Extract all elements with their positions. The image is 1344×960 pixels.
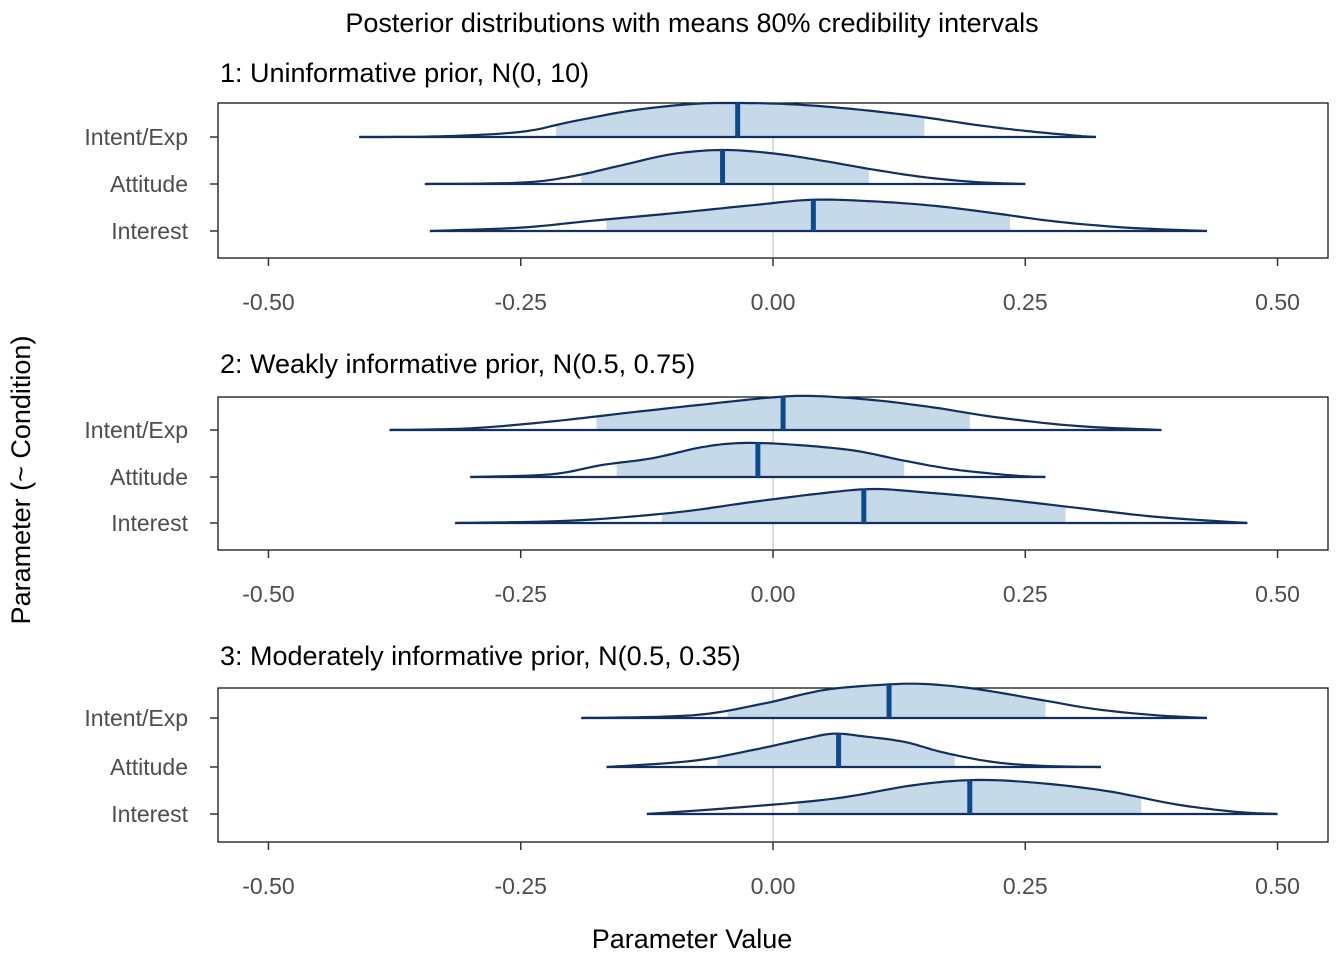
density-curve xyxy=(389,394,1162,432)
chart-title: Posterior distributions with means 80% c… xyxy=(345,8,1038,38)
density-curve xyxy=(470,441,1046,479)
ci80-area xyxy=(717,733,955,767)
density-curve xyxy=(424,148,1026,186)
ci80-area xyxy=(606,199,1011,231)
x-tick-label: 0.25 xyxy=(1003,873,1048,899)
x-tick-label: 0.25 xyxy=(1003,581,1048,607)
density-curve xyxy=(429,198,1207,233)
y-tick-label: Attitude xyxy=(110,464,188,490)
x-tick-label: 0.00 xyxy=(751,581,796,607)
x-tick-label: -0.50 xyxy=(242,873,294,899)
y-tick-label: Intent/Exp xyxy=(84,705,188,731)
y-tick-label: Intent/Exp xyxy=(84,417,188,443)
panel-3: 3: Moderately informative prior, N(0.5, … xyxy=(84,641,1329,899)
ci80-area xyxy=(556,103,925,137)
x-tick-label: -0.25 xyxy=(495,581,547,607)
density-curve xyxy=(455,487,1248,525)
x-tick-label: -0.50 xyxy=(242,289,294,315)
panel-title: 2: Weakly informative prior, N(0.5, 0.75… xyxy=(220,349,695,379)
y-tick-label: Interest xyxy=(111,218,188,244)
density-curve xyxy=(606,732,1101,769)
y-axis-label: Parameter (~ Condition) xyxy=(6,336,36,625)
x-tick-label: 0.00 xyxy=(751,873,796,899)
x-tick-label: 0.50 xyxy=(1255,873,1300,899)
density-curve xyxy=(646,778,1278,816)
x-axis-label: Parameter Value xyxy=(592,924,793,954)
panels: 1: Uninformative prior, N(0, 10) Intent/E… xyxy=(84,58,1329,899)
y-tick-label: Interest xyxy=(111,801,188,827)
x-tick-label: 0.50 xyxy=(1255,289,1300,315)
panel-2: 2: Weakly informative prior, N(0.5, 0.75… xyxy=(84,349,1329,607)
panel-title: 3: Moderately informative prior, N(0.5, … xyxy=(220,641,741,671)
x-tick-label: 0.00 xyxy=(751,289,796,315)
x-tick-label: 0.25 xyxy=(1003,289,1048,315)
x-tick-label: 0.50 xyxy=(1255,581,1300,607)
x-tick-label: -0.25 xyxy=(495,873,547,899)
y-tick-label: Attitude xyxy=(110,754,188,780)
panel-title: 1: Uninformative prior, N(0, 10) xyxy=(220,58,589,88)
x-tick-label: -0.50 xyxy=(242,581,294,607)
y-tick-label: Attitude xyxy=(110,171,188,197)
ci80-area xyxy=(616,442,905,477)
panel-1: 1: Uninformative prior, N(0, 10) Intent/E… xyxy=(84,58,1329,315)
density-curve xyxy=(359,101,1096,139)
x-tick-label: -0.25 xyxy=(495,289,547,315)
density-curve xyxy=(581,682,1207,720)
y-tick-label: Interest xyxy=(111,510,188,536)
y-tick-label: Intent/Exp xyxy=(84,124,188,150)
